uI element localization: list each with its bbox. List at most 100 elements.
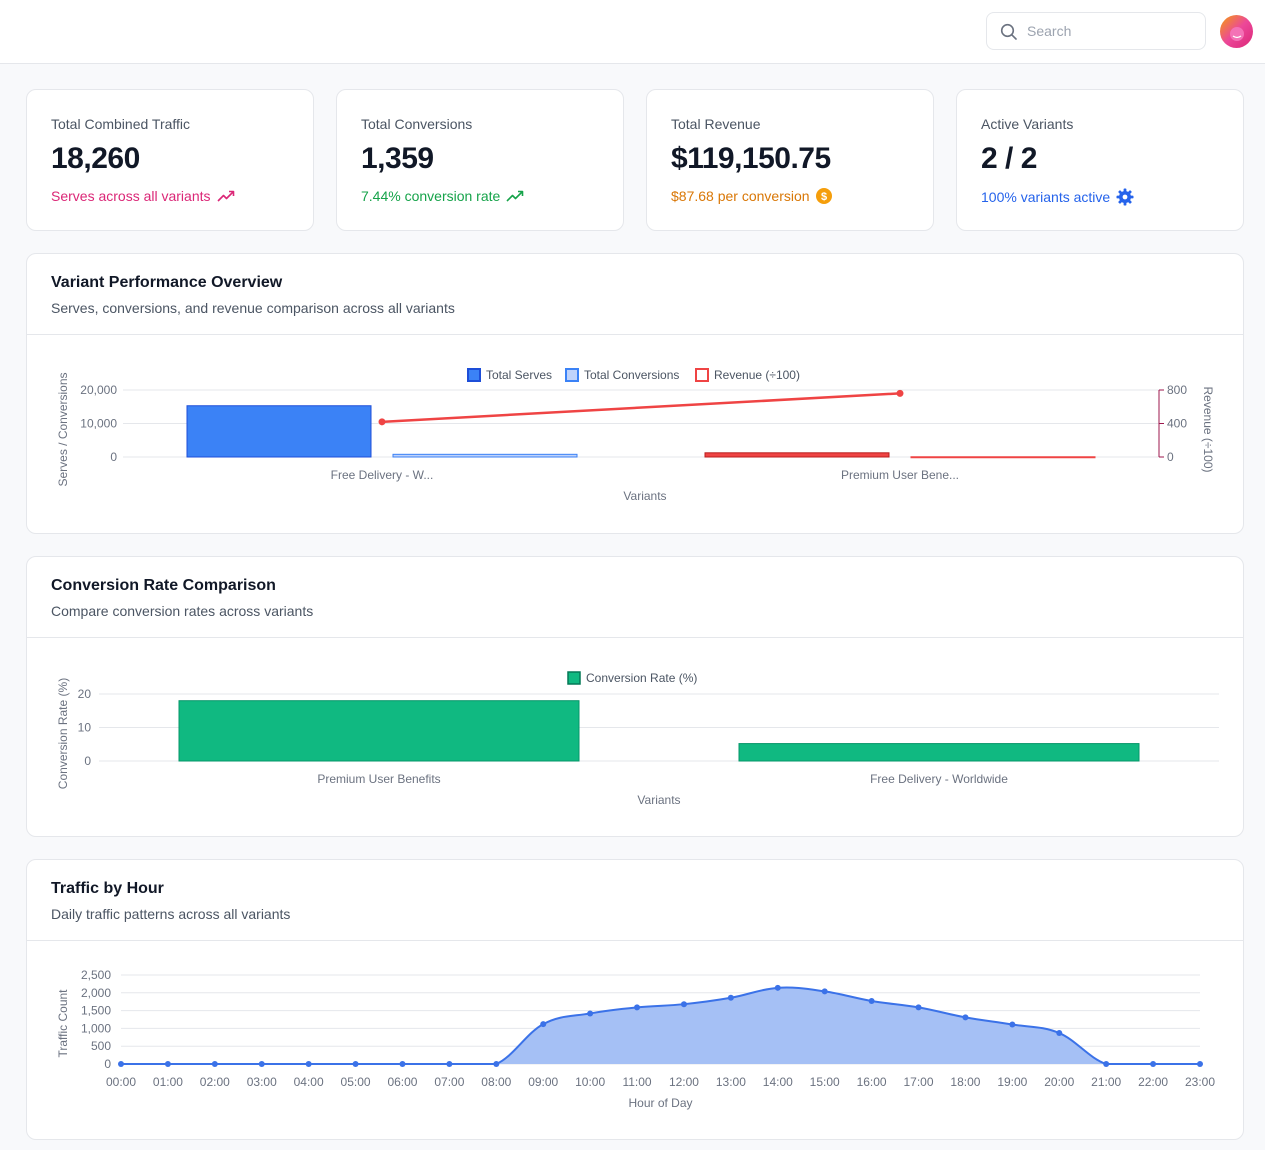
- y-tick-label: 20,000: [80, 383, 117, 397]
- x-tick-label: 23:00: [1185, 1075, 1215, 1089]
- traffic-point: [774, 984, 781, 991]
- legend-label: Total Serves: [486, 368, 552, 382]
- panel-title: Traffic by Hour: [51, 880, 164, 897]
- bar-conversion-rate: [178, 700, 580, 762]
- y-right-axis-title: Revenue (÷100): [1201, 387, 1215, 473]
- x-tick-label: 22:00: [1138, 1075, 1168, 1089]
- traffic-point: [164, 1061, 171, 1067]
- stat-subtext: Serves across all variants: [51, 188, 235, 204]
- legend-swatch: [695, 368, 709, 382]
- revenue-point: [378, 418, 386, 426]
- x-tick-label: 20:00: [1044, 1075, 1074, 1089]
- traffic-point: [1103, 1061, 1110, 1067]
- panel-subtitle: Daily traffic patterns across all varian…: [51, 906, 291, 922]
- traffic-point: [727, 994, 734, 1001]
- svg-text:$: $: [820, 191, 826, 203]
- panel-subtitle: Compare conversion rates across variants: [51, 603, 314, 619]
- y-right-tick-label: 800: [1167, 383, 1187, 397]
- x-tick-label: 18:00: [950, 1075, 980, 1089]
- legend-label: Total Conversions: [584, 368, 679, 382]
- x-tick-label: 09:00: [528, 1075, 558, 1089]
- stat-subtext-label: $87.68 per conversion: [671, 188, 810, 204]
- search-icon: [1000, 23, 1017, 40]
- traffic-point: [1009, 1021, 1016, 1028]
- x-tick-label: 00:00: [106, 1075, 136, 1089]
- traffic-point: [1150, 1061, 1157, 1067]
- y-tick-label: 20: [78, 687, 92, 701]
- x-tick-label: Free Delivery - Worldwide: [870, 772, 1008, 786]
- traffic-point: [587, 1010, 594, 1017]
- y-axis-title: Traffic Count: [56, 989, 70, 1058]
- y-tick-label: 0: [84, 754, 91, 768]
- bar-total-conversions: [392, 453, 578, 458]
- traffic-point: [493, 1061, 500, 1067]
- stat-subtext-label: 7.44% conversion rate: [361, 188, 501, 204]
- panel-title: Conversion Rate Comparison: [51, 577, 276, 594]
- y-tick-label: 0: [110, 450, 117, 464]
- stat-label: Total Conversions: [361, 116, 473, 132]
- stat-label: Total Combined Traffic: [51, 116, 191, 132]
- y-tick-label: 1,000: [81, 1021, 111, 1035]
- traffic-point: [1056, 1030, 1063, 1037]
- panel-divider: [27, 334, 1243, 335]
- stat-value: 18,260: [51, 142, 140, 175]
- legend-label: Revenue (÷100): [714, 368, 800, 382]
- x-tick-label: 10:00: [575, 1075, 605, 1089]
- traffic-area: [121, 987, 1200, 1064]
- x-tick-label: 01:00: [153, 1075, 183, 1089]
- legend-swatch: [467, 368, 481, 382]
- x-tick-label: 06:00: [387, 1075, 417, 1089]
- y-axis-title: Serves / Conversions: [56, 372, 70, 486]
- x-tick-label: 02:00: [200, 1075, 230, 1089]
- stat-subtext: 100% variants active: [981, 188, 1134, 206]
- stat-label: Total Revenue: [671, 116, 761, 132]
- bar-total-serves: [186, 405, 372, 458]
- y-right-tick-label: 400: [1167, 417, 1187, 431]
- x-tick-label: 03:00: [247, 1075, 277, 1089]
- x-tick-label: 04:00: [294, 1075, 324, 1089]
- y-tick-label: 2,500: [81, 968, 111, 982]
- y-tick-label: 10: [78, 721, 92, 735]
- traffic-point: [118, 1061, 124, 1067]
- legend-swatch: [565, 368, 579, 382]
- traffic-line: [120, 986, 1200, 1065]
- x-tick-label: 15:00: [810, 1075, 840, 1089]
- panel-subtitle: Serves, conversions, and revenue compari…: [51, 300, 455, 316]
- panel-divider: [27, 637, 1243, 638]
- y-axis-title: Conversion Rate (%): [56, 678, 70, 789]
- top-bar: [0, 0, 1265, 64]
- legend-label: Conversion Rate (%): [586, 671, 697, 685]
- x-tick-label: 14:00: [763, 1075, 793, 1089]
- stat-card-total-revenue: Total Revenue $119,150.75 $87.68 per con…: [646, 89, 934, 231]
- search-input[interactable]: [1027, 23, 1187, 39]
- stat-subtext-label: Serves across all variants: [51, 188, 211, 204]
- x-axis-title: Hour of Day: [628, 1096, 692, 1110]
- traffic-point: [680, 1001, 687, 1008]
- x-axis-title: Variants: [637, 793, 680, 807]
- stat-value: $119,150.75: [671, 142, 831, 175]
- variant-performance-chart: 20,000 10,000 0 800 400 0 Free Delivery - W...…: [56, 368, 1215, 503]
- search-box[interactable]: [986, 12, 1206, 50]
- x-tick-label: 19:00: [997, 1075, 1027, 1089]
- stat-subtext: 7.44% conversion rate: [361, 188, 524, 204]
- x-tick-label: 11:00: [622, 1075, 651, 1089]
- x-tick-label: 07:00: [434, 1075, 464, 1089]
- traffic-point: [1197, 1061, 1203, 1067]
- stat-value: 1,359: [361, 142, 434, 175]
- revenue-line: [381, 392, 901, 424]
- panel-divider: [27, 940, 1243, 941]
- traffic-point: [962, 1014, 969, 1021]
- stat-card-total-traffic: Total Combined Traffic 18,260 Serves acr…: [26, 89, 314, 231]
- conversion-rate-chart: 20 10 0 Premium User Benefits Free Delivery …: [56, 671, 1219, 807]
- panel-title: Variant Performance Overview: [51, 274, 283, 291]
- bar-conversion-rate: [738, 743, 1140, 762]
- x-axis-title: Variants: [623, 489, 666, 503]
- avatar[interactable]: [1220, 15, 1253, 48]
- traffic-point: [399, 1061, 406, 1067]
- bar-revenue-secondary: [910, 456, 1096, 459]
- x-tick-label: 08:00: [481, 1075, 511, 1089]
- traffic-point: [868, 997, 875, 1004]
- x-tick-label: 05:00: [341, 1075, 371, 1089]
- x-tick-label: 12:00: [669, 1075, 699, 1089]
- legend-swatch: [567, 671, 581, 685]
